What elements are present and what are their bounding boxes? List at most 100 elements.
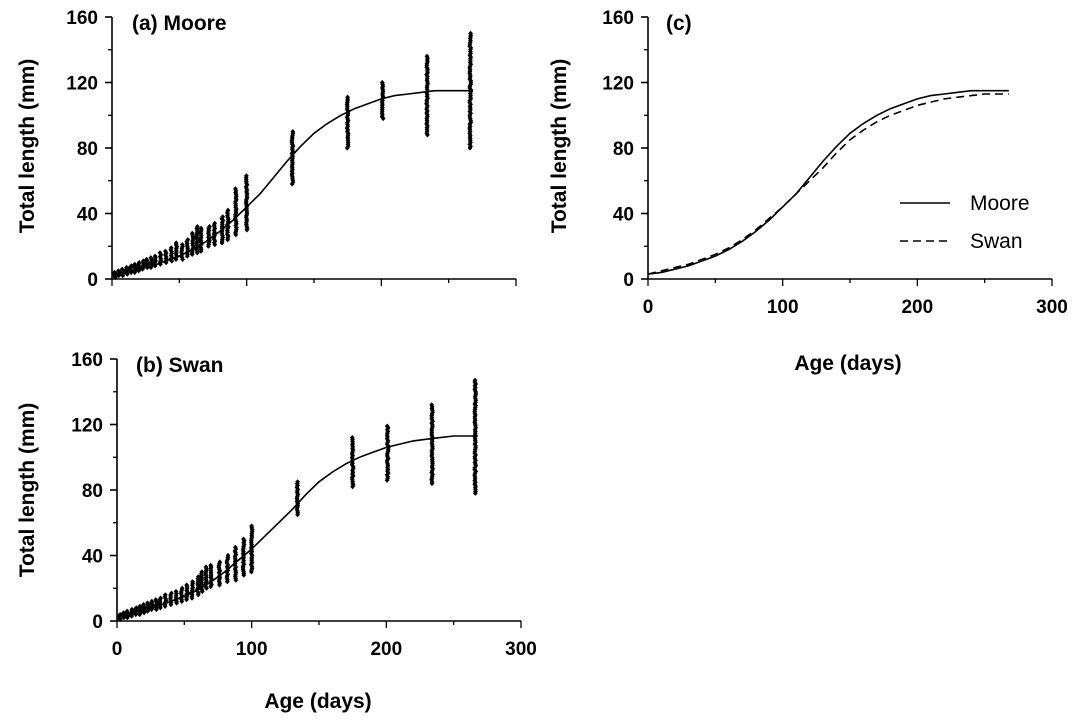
scatter-point [199, 569, 205, 575]
legend-moore-label: Moore [970, 192, 1030, 215]
scatter-point [136, 260, 142, 266]
scatter-point [119, 266, 125, 272]
scatter-point [163, 248, 168, 254]
scatter-point [112, 269, 117, 276]
scatter-point [295, 486, 301, 492]
scatter-point [129, 606, 135, 613]
scatter-point [124, 264, 129, 271]
scatter-point [145, 600, 150, 606]
scatter-point [473, 483, 478, 489]
scatter-point [158, 252, 164, 258]
scatter-point [179, 242, 185, 248]
scatter-point [132, 261, 138, 267]
panel-a-y-ticks: 0 40 80 120 160 [66, 8, 112, 291]
y-tick-label: 120 [602, 74, 634, 95]
scatter-point [473, 381, 479, 387]
scatter-point [212, 220, 218, 226]
scatter-point [225, 562, 231, 568]
scatter-point [203, 564, 209, 570]
y-tick-label: 160 [66, 8, 98, 29]
legend-swan-label: Swan [970, 230, 1023, 253]
scatter-point [133, 605, 139, 611]
scatter-point [185, 589, 190, 595]
panel-c-x-ticks: 0 100 200 300 [643, 279, 1068, 318]
scatter-point [157, 250, 163, 256]
scatter-point [425, 123, 430, 129]
scatter-point [149, 598, 155, 604]
scatter-point [233, 544, 238, 550]
scatter-point [472, 377, 478, 383]
y-tick-label: 80 [77, 139, 98, 160]
panel-a-moore: 0 40 80 120 160 (a) Moore Total length (mm) [16, 8, 517, 291]
scatter-point [189, 230, 195, 236]
scatter-point [169, 249, 174, 255]
scatter-point [225, 571, 231, 577]
x-tick-label: 100 [767, 297, 799, 318]
x-tick-label: 200 [901, 297, 933, 318]
y-tick-label: 160 [71, 350, 103, 371]
scatter-point [225, 207, 231, 213]
scatter-point [148, 255, 154, 261]
scatter-point [473, 388, 478, 394]
panel-a-title: (a) Moore [132, 12, 227, 35]
y-tick-label: 120 [71, 416, 103, 437]
panel-b-scatter [116, 377, 479, 622]
scatter-point [173, 240, 179, 246]
panel-b-fitted-curve [116, 435, 478, 617]
scatter-point [379, 79, 385, 86]
scatter-point [152, 260, 157, 266]
scatter-point [207, 224, 212, 230]
scatter-point [206, 225, 212, 231]
scatter-point [116, 268, 121, 274]
scatter-point [195, 224, 200, 230]
scatter-point [158, 595, 163, 601]
scatter-point [380, 115, 386, 122]
y-tick-label: 0 [87, 270, 98, 291]
scatter-point [144, 256, 149, 262]
scatter-point [220, 214, 226, 220]
panel-b-y-ticks: 0 40 80 120 160 [71, 350, 117, 633]
scatter-point [173, 588, 179, 595]
scatter-point [117, 611, 123, 618]
scatter-point [168, 245, 174, 251]
panel-b-title: (b) Swan [136, 354, 224, 377]
scatter-point [169, 590, 174, 596]
scatter-point [179, 585, 185, 591]
x-tick-label: 300 [1036, 297, 1068, 318]
panel-b-x-axis-label: Age (days) [264, 690, 371, 713]
panel-c-y-ticks: 0 40 80 120 160 [602, 8, 648, 291]
scatter-point [152, 253, 158, 259]
scatter-point [208, 584, 214, 590]
panel-c-title: (c) [666, 12, 692, 35]
scatter-point [129, 263, 134, 269]
panel-a-y-axis-label: Total length (mm) [16, 59, 39, 234]
scatter-point [163, 596, 168, 602]
scatter-point [141, 602, 146, 608]
y-tick-label: 160 [602, 8, 634, 29]
scatter-point [424, 53, 430, 59]
x-tick-label: 100 [236, 639, 268, 660]
scatter-point [249, 563, 255, 569]
panel-b-swan: 0 40 80 120 160 0 100 200 300 (b) Swan Total le… [16, 350, 537, 713]
x-tick-label: 300 [505, 639, 537, 660]
panel-b-x-ticks: 0 100 200 300 [112, 621, 537, 660]
scatter-point [233, 186, 238, 192]
x-tick-label: 0 [643, 297, 654, 318]
x-tick-label: 200 [370, 639, 402, 660]
scatter-point [124, 608, 130, 614]
panel-b-y-axis-label: Total length (mm) [16, 403, 39, 578]
scatter-point [249, 552, 255, 558]
scatter-point [217, 571, 223, 577]
scatter-point [217, 559, 223, 565]
scatter-point [137, 603, 143, 609]
y-tick-label: 40 [613, 205, 634, 226]
scatter-point [219, 219, 225, 225]
x-tick-label: 0 [112, 639, 123, 660]
scatter-point [248, 561, 254, 568]
scatter-point [233, 199, 238, 205]
y-tick-label: 40 [82, 547, 103, 568]
scatter-point [472, 470, 478, 476]
scatter-point [385, 437, 391, 444]
scatter-point [184, 582, 190, 588]
